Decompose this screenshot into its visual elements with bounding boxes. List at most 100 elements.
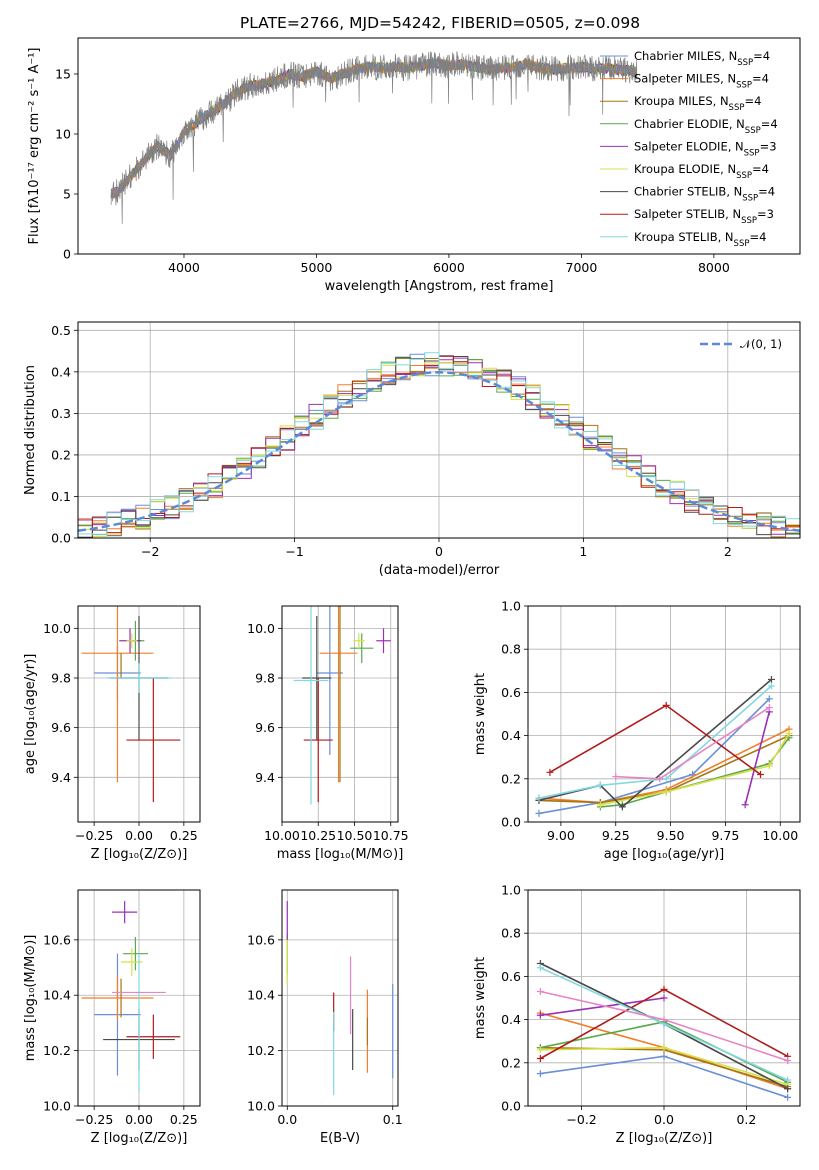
y-tick-label: 9.6 xyxy=(255,720,275,735)
y-tick-label: 0.2 xyxy=(501,1055,521,1070)
x-tick-label: 0.25 xyxy=(170,1112,198,1127)
y-tick-label: 10.0 xyxy=(247,1099,275,1114)
x-axis-label: Z [log₁₀(Z/Z⊙)] xyxy=(91,847,188,862)
x-tick-label: 10.00 xyxy=(762,828,798,843)
y-axis-label: Normed distribution xyxy=(23,365,38,495)
x-tick-label: 6000 xyxy=(433,260,465,275)
x-tick-label: 7000 xyxy=(566,260,598,275)
x-tick-label: 2 xyxy=(724,544,732,559)
y-tick-label: 5 xyxy=(63,187,71,202)
y-tick-label: 0.4 xyxy=(501,728,521,743)
legend: Chabrier MILES, NSSP=4 Salpeter MILES, NS… xyxy=(600,49,778,249)
data-spectrum-line xyxy=(110,50,638,224)
y-tick-label: 0.5 xyxy=(51,323,71,338)
weight-marker xyxy=(536,1054,544,1062)
y-tick-label: 0.8 xyxy=(501,642,521,657)
y-tick-label: 9.8 xyxy=(255,671,275,686)
y-tick-label: 9.4 xyxy=(255,770,275,785)
x-tick-label: 1 xyxy=(579,544,587,559)
legend-label: Chabrier ELODIE, NSSP=4 xyxy=(634,117,778,136)
y-tick-label: 10.6 xyxy=(43,932,71,947)
weight-marker xyxy=(536,1011,544,1019)
y-tick-label: 1.0 xyxy=(501,599,521,614)
y-tick-label: 0.8 xyxy=(501,926,521,941)
weight-marker xyxy=(536,988,544,996)
legend-label: Kroupa ELODIE, NSSP=4 xyxy=(634,162,769,181)
weight-marker xyxy=(784,1076,792,1084)
grid xyxy=(528,605,800,823)
legend-label: Kroupa MILES, NSSP=4 xyxy=(634,94,761,113)
weight-marker xyxy=(765,762,773,770)
plot-area xyxy=(286,901,394,1095)
y-tick-label: 10.4 xyxy=(43,988,71,1003)
x-tick-label: 10.25 xyxy=(300,828,336,843)
y-axis-label: mass weight xyxy=(473,673,488,755)
weight-marker xyxy=(536,1070,544,1078)
x-tick-label: 9.50 xyxy=(657,828,685,843)
plot-area xyxy=(535,675,793,817)
weight-marker xyxy=(596,801,604,809)
y-tick-label: 10.0 xyxy=(43,1099,71,1114)
weight-line xyxy=(538,728,790,804)
y-tick-label: 0.3 xyxy=(51,406,71,421)
y-tick-label: 9.8 xyxy=(51,671,71,686)
x-tick-label: 0.0 xyxy=(654,1112,674,1127)
legend-label: Salpeter STELIB, NSSP=3 xyxy=(634,207,774,226)
weight-marker xyxy=(656,775,664,783)
chart-spectrum: 4000 5000 6000 7000 8000 0 5 10 15 wavelength [An… xyxy=(27,37,801,294)
x-tick-label: 0.00 xyxy=(125,828,153,843)
y-tick-label: 10.0 xyxy=(247,621,275,636)
axes-frame xyxy=(527,889,801,1107)
y-axis-label: age [log₁₀(age/yr)] xyxy=(23,654,38,775)
y-tick-label: 10.6 xyxy=(247,932,275,947)
weight-marker xyxy=(767,682,775,690)
axes-frame xyxy=(281,605,399,823)
y-axis-label: Flux [fλ10⁻¹⁷ erg cm⁻² s⁻¹ A⁻¹] xyxy=(27,48,42,245)
weight-marker xyxy=(660,985,668,993)
weight-marker xyxy=(536,964,544,972)
legend-label: Chabrier MILES, NSSP=4 xyxy=(634,49,770,68)
plot-area xyxy=(110,50,638,224)
y-tick-label: 0.0 xyxy=(51,531,71,546)
weight-line xyxy=(615,706,770,780)
y-tick-label: 0.6 xyxy=(501,685,521,700)
plot-area xyxy=(81,901,181,1093)
chart-weight_vs_Z: −0.2 0.0 0.2 0.0 0.2 0.4 0.6 0.8 1.0 Z [log₁₀(Z/Z… xyxy=(473,883,801,1146)
chart-mass_vs_Z: −0.25 0.00 0.25 10.0 10.2 10.4 10.6 Z [log₁₀(Z/… xyxy=(23,889,201,1146)
x-tick-label: 0.2 xyxy=(736,1112,756,1127)
x-tick-label: −2 xyxy=(141,544,159,559)
y-tick-label: 0.0 xyxy=(501,815,521,830)
y-tick-label: 0.2 xyxy=(51,447,71,462)
weight-line xyxy=(538,685,773,799)
y-tick-label: 10 xyxy=(55,127,71,142)
x-tick-label: 4000 xyxy=(168,260,200,275)
x-tick-label: 10.75 xyxy=(373,828,409,843)
x-axis-label: age [log₁₀(age/yr)] xyxy=(604,847,725,862)
weight-line xyxy=(538,698,770,815)
weight-marker xyxy=(662,775,670,783)
weight-marker xyxy=(767,675,775,683)
x-axis-label: (data-model)/error xyxy=(379,563,500,578)
weight-line xyxy=(538,678,773,808)
chart-age_vs_Z: −0.25 0.00 0.25 9.4 9.6 9.8 10.0 Z [log₁₀(Z/Z⊙)… xyxy=(23,605,201,862)
y-tick-label: 0.4 xyxy=(51,364,71,379)
x-tick-label: 8000 xyxy=(698,260,730,275)
weight-marker xyxy=(784,1093,792,1101)
x-tick-label: 5000 xyxy=(301,260,333,275)
weight-marker xyxy=(784,1085,792,1093)
weight-marker xyxy=(662,788,670,796)
x-tick-label: 0 xyxy=(435,544,443,559)
weight-line xyxy=(744,711,771,805)
chart-weight_vs_age: 9.00 9.25 9.50 9.75 10.00 0.0 0.2 0.4 0.6 0.8 1.0 a… xyxy=(473,599,801,862)
axes-frame xyxy=(77,37,801,255)
y-tick-label: 0.1 xyxy=(51,489,71,504)
weight-marker xyxy=(660,1016,668,1024)
weight-marker xyxy=(660,1044,668,1052)
axes-frame xyxy=(281,889,399,1107)
x-tick-label: 9.25 xyxy=(602,828,630,843)
x-axis-label: Z [log₁₀(Z/Z⊙)] xyxy=(616,1131,713,1146)
legend-label: Kroupa STELIB, NSSP=4 xyxy=(634,230,766,249)
x-tick-label: 10.00 xyxy=(264,828,300,843)
figure-title: PLATE=2766, MJD=54242, FIBERID=0505, z=0… xyxy=(240,14,640,32)
plot-area xyxy=(81,606,181,803)
